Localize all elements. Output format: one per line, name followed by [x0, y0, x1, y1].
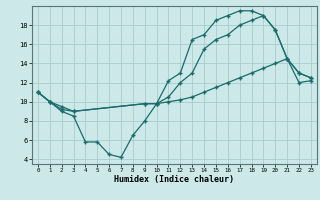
- X-axis label: Humidex (Indice chaleur): Humidex (Indice chaleur): [115, 175, 234, 184]
